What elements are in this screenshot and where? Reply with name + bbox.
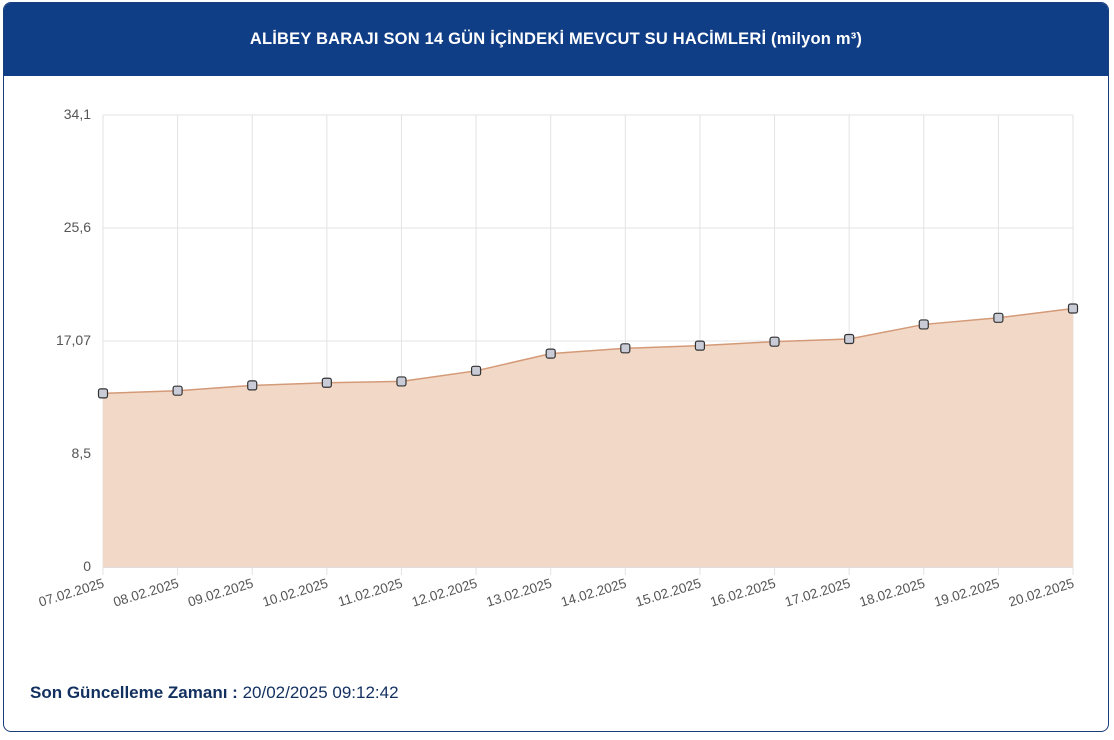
data-point	[172, 385, 183, 396]
x-tick-label: 15.02.2025	[634, 576, 703, 610]
x-tick-label: 11.02.2025	[336, 576, 404, 610]
series-line	[102, 307, 1074, 395]
x-tick-label: 16.02.2025	[708, 576, 777, 610]
x-tick-label: 17.02.2025	[783, 576, 852, 610]
x-tick-label: 14.02.2025	[559, 576, 628, 610]
x-tick-label: 18.02.2025	[858, 576, 927, 610]
x-tick-label: 19.02.2025	[932, 576, 1001, 610]
data-point	[620, 343, 631, 354]
data-point	[470, 365, 482, 376]
data-point	[844, 333, 855, 345]
last-update-label: Son Güncelleme Zamanı :	[30, 683, 238, 702]
x-tick-label: 08.02.2025	[111, 576, 180, 610]
last-update-value: 20/02/2025 09:12:42	[242, 683, 399, 702]
data-point	[769, 336, 780, 347]
x-tick-label: 09.02.2025	[186, 576, 255, 610]
x-tick-label: 13.02.2025	[485, 576, 554, 610]
y-tick-label: 8,5	[72, 445, 92, 461]
x-tick-label: 12.02.2025	[410, 576, 479, 610]
last-update: Son Güncelleme Zamanı : 20/02/2025 09:12…	[30, 683, 399, 703]
chart-card: ALİBEY BARAJI SON 14 GÜN İÇİNDEKİ MEVCUT…	[3, 2, 1109, 732]
data-point	[321, 377, 332, 388]
data-point	[396, 376, 407, 387]
x-tick-label: 07.02.2025	[37, 576, 106, 610]
data-point	[247, 380, 258, 391]
chart-svg: 0 8,5 17,07 25,6 34,1 07.02.2025 08.02.2025 09.…	[37, 106, 1079, 610]
y-tick-label: 34,1	[64, 106, 91, 122]
data-point	[694, 340, 706, 351]
x-tick-label: 20.02.2025	[1007, 576, 1076, 610]
data-point	[918, 319, 929, 330]
data-point	[993, 312, 1004, 323]
data-point	[97, 388, 109, 399]
data-point	[1067, 303, 1079, 314]
y-tick-label: 0	[83, 558, 91, 574]
y-tick-label: 25,6	[64, 219, 91, 235]
chart-header: ALİBEY BARAJI SON 14 GÜN İÇİNDEKİ MEVCUT…	[4, 3, 1108, 76]
chart-area: 0 8,5 17,07 25,6 34,1 07.02.2025 08.02.2025 09.…	[4, 76, 1108, 636]
x-tick-label: 10.02.2025	[261, 576, 330, 610]
series-area	[103, 308, 1073, 567]
chart-title: ALİBEY BARAJI SON 14 GÜN İÇİNDEKİ MEVCUT…	[249, 30, 863, 48]
data-point	[545, 348, 556, 359]
y-tick-label: 17,07	[56, 332, 91, 348]
